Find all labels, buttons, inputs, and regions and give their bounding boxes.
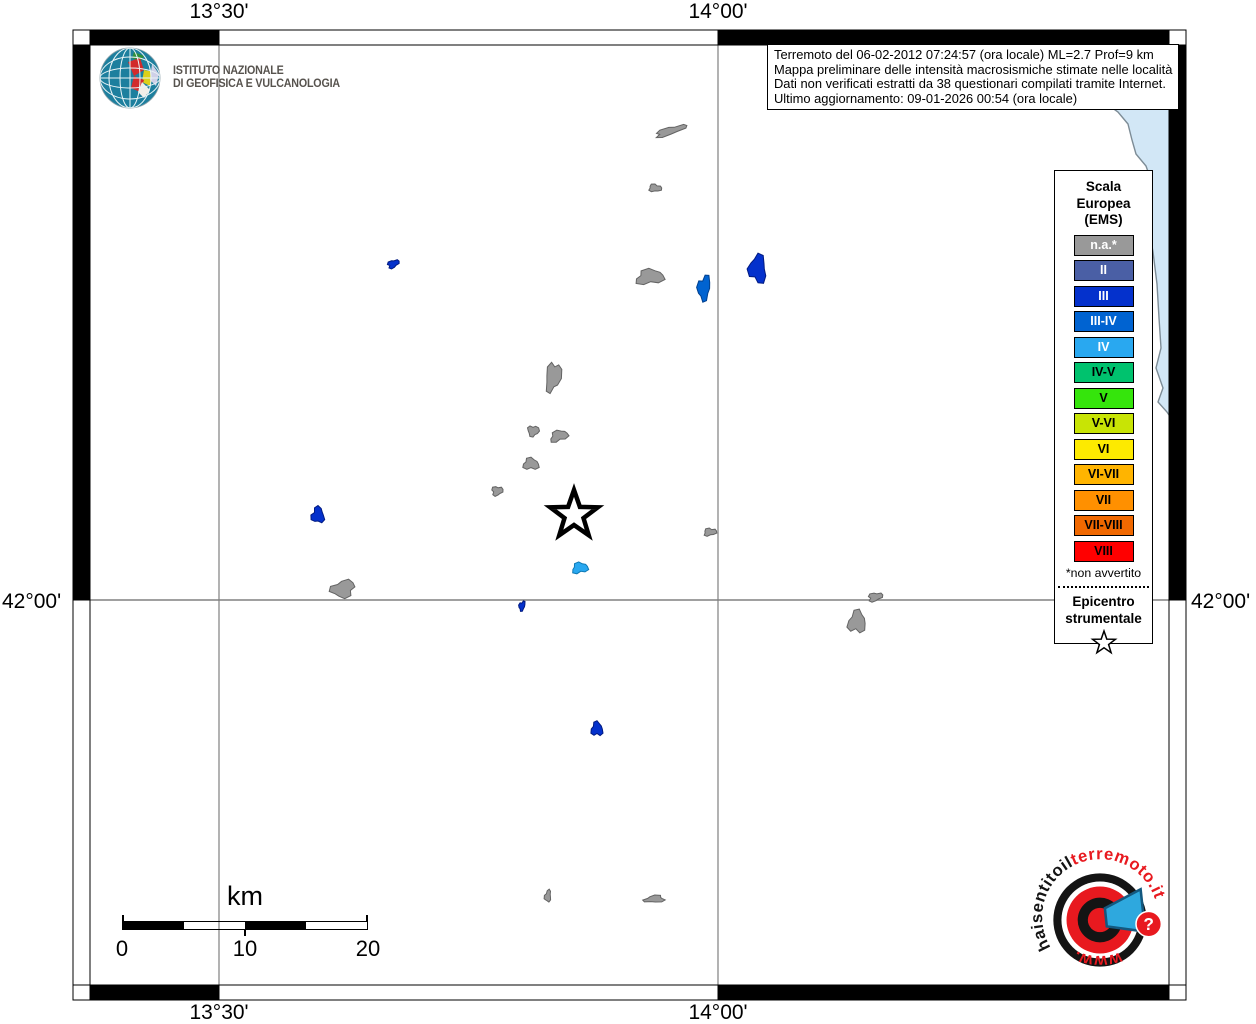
legend-swatch-iv: IV — [1073, 336, 1134, 358]
legend-swatch-ii: II — [1073, 260, 1134, 281]
legend-epicenter-line: strumentale — [1065, 611, 1142, 626]
locality-polygon — [550, 429, 570, 443]
question-badge — [1135, 910, 1163, 938]
legend-swatch-viii: VIII — [1073, 540, 1134, 562]
ingv-logo: ISTITUTO NAZIONALE DI GEOFISICA E VULCAN… — [98, 46, 352, 110]
legend-swatch-v-vi: V-VI — [1073, 413, 1134, 434]
frame-tick-segment — [72, 29, 91, 46]
haisentitoilterremoto-logo: ? haisentitoilterremoto.it www. — [1027, 844, 1171, 991]
scale-bar-tick — [244, 930, 246, 936]
question-badge-glyph: ? — [1143, 914, 1154, 934]
legend-swatch-iii-iv: III-IV — [1073, 311, 1134, 332]
bullseye-logo-icon: ? haisentitoilterremoto.it www. — [1027, 844, 1169, 971]
scale-bar: km 0 10 20 — [116, 881, 380, 961]
legend-epicenter-title: Epicentro strumentale — [1055, 593, 1152, 627]
legend-title-line: (EMS) — [1084, 212, 1123, 227]
meridian-label: 14°00' — [688, 0, 748, 23]
frame-tick-segment — [218, 29, 719, 46]
locality-polygon — [572, 561, 590, 575]
scale-bar-unit-label: km — [227, 881, 263, 911]
info-box-line: Mappa preliminare delle intensità macros… — [774, 61, 1173, 77]
legend-swatch-iii: III — [1073, 285, 1134, 307]
scale-bar-segment — [306, 922, 367, 929]
legend-entries: n.a.* II III III-IV IV IV-V V V-VI VI VI-VII VII VI… — [1055, 234, 1152, 562]
frame-tick-segment — [72, 984, 91, 1001]
intensity-legend: Scala Europea (EMS) n.a.* II III III-IV IV IV-V… — [1054, 170, 1153, 655]
legend-divider — [1058, 586, 1149, 588]
ingv-wordmark: ISTITUTO NAZIONALE DI GEOFISICA E VULCAN… — [173, 65, 340, 92]
locality-polygon — [846, 608, 866, 634]
parallel-label: 42°00' — [2, 590, 62, 613]
locality-polygon — [386, 259, 400, 270]
legend-epicenter-line: Epicentro — [1072, 594, 1135, 609]
legend-swatch-vii-viii: VII-VIII — [1073, 515, 1134, 536]
locality-polygon — [328, 578, 356, 600]
locality-polygon — [635, 267, 666, 286]
legend-swatch-vii: VII — [1073, 489, 1134, 511]
info-box-line: Ultimo aggiornamento: 09-01-2026 00:54 (… — [774, 90, 1078, 106]
locality-polygon — [746, 252, 767, 284]
legend-swatch-n-a-: n.a.* — [1073, 234, 1134, 256]
meridian-label: 13°30' — [189, 1001, 249, 1024]
map-content — [90, 45, 1169, 985]
frame-tick-segment — [89, 984, 220, 1001]
locality-polygon — [641, 894, 667, 903]
legend-swatch-vi-vii: VI-VII — [1073, 464, 1134, 485]
scale-bar-segment — [123, 922, 184, 929]
epicenter-star-icon — [1089, 628, 1118, 655]
locality-polygon — [696, 274, 711, 303]
legend-swatch-v: V — [1073, 387, 1134, 409]
frame-tick-segment — [72, 599, 91, 986]
scale-bar-segment — [184, 922, 245, 929]
legend-swatch-iv-v: IV-V — [1073, 362, 1134, 383]
scale-bar-tick — [122, 915, 124, 921]
scale-bar-tick — [366, 915, 368, 921]
locality-polygon — [590, 720, 604, 737]
legend-title-line: Europea — [1076, 195, 1131, 211]
frame-tick-segment — [1168, 44, 1187, 601]
epicenter-star — [543, 483, 605, 541]
locality-polygon — [491, 486, 504, 497]
locality-polygon — [655, 123, 688, 139]
sea-area — [1058, 45, 1169, 415]
frame-tick-segment — [1168, 29, 1187, 46]
earthquake-info-box: Terremoto del 06-02-2012 07:24:57 (ora l… — [767, 44, 1180, 111]
frame-tick-segment — [1168, 599, 1187, 986]
legend-footnote: *non avvertito — [1065, 566, 1142, 580]
locality-polygon — [310, 504, 326, 524]
locality-polygon — [518, 600, 526, 612]
legend-title: Scala Europea (EMS) — [1055, 179, 1152, 229]
ingv-wordmark-line1: ISTITUTO NAZIONALE — [173, 64, 284, 77]
locality-polygon — [648, 183, 663, 193]
meridian-label: 13°30' — [189, 0, 249, 23]
locality-polygon — [867, 592, 884, 603]
locality-polygon — [545, 361, 563, 395]
locality-polygon — [526, 425, 541, 438]
meridian-label: 14°00' — [688, 1001, 748, 1024]
locality-polygon — [703, 527, 718, 537]
ingv-globe-icon — [99, 47, 161, 109]
frame-tick-segment — [1168, 984, 1187, 1001]
watermark-www-text: www. — [1070, 947, 1125, 971]
legend-swatch-vi: VI — [1073, 438, 1134, 460]
info-box-line: Dati non verificati estratti da 38 quest… — [774, 76, 1166, 92]
scale-bar-segment — [245, 922, 306, 929]
locality-polygon — [522, 456, 540, 470]
frame-tick-segment — [72, 44, 91, 601]
scale-bar-label: 0 — [115, 936, 129, 961]
frame-tick-segment — [717, 29, 1170, 46]
info-box-line: Terremoto del 06-02-2012 07:24:57 (ora l… — [774, 47, 1154, 62]
scale-bar-bar — [122, 921, 368, 930]
locality-polygon — [543, 888, 552, 903]
scale-bar-label: 20 — [355, 936, 381, 961]
ingv-wordmark-line2: DI GEOFISICA E VULCANOLOGIA — [173, 78, 340, 90]
parallel-label: 42°00' — [1191, 590, 1251, 613]
frame-tick-segment — [89, 29, 220, 46]
scale-bar-label: 10 — [232, 936, 258, 961]
legend-title-line: Scala — [1085, 179, 1122, 194]
frame-tick-segment — [218, 984, 719, 1001]
